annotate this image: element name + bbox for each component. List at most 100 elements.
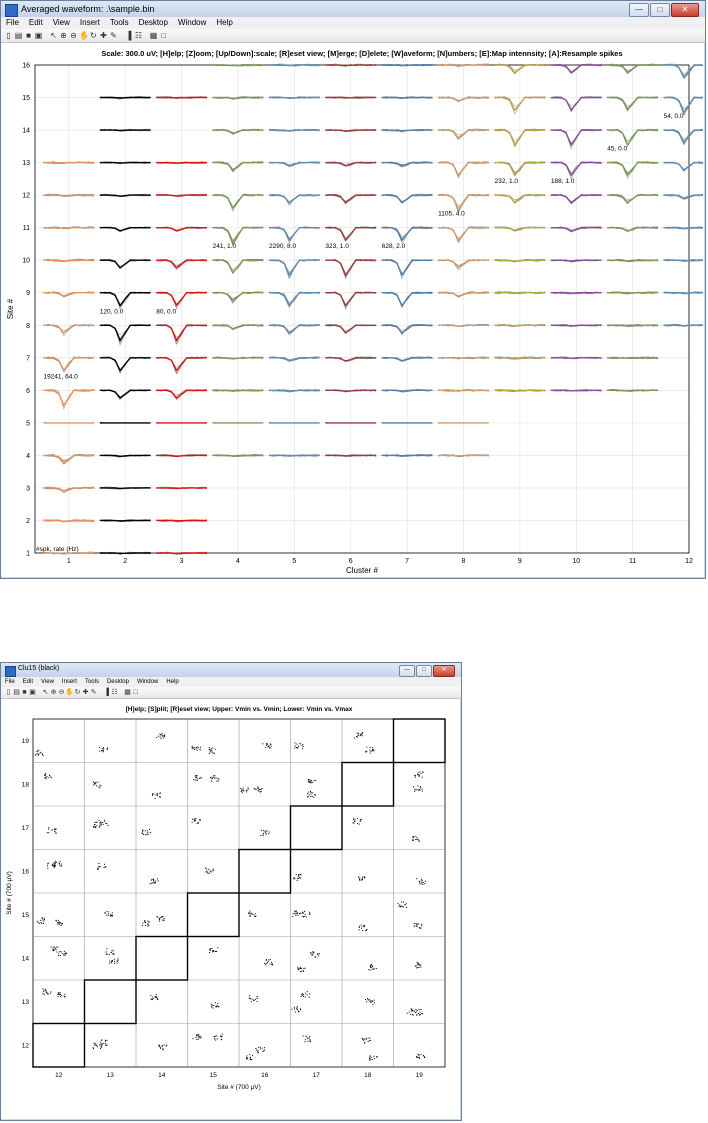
feature-point bbox=[59, 923, 60, 924]
pointer-icon[interactable]: ↖ bbox=[49, 31, 58, 40]
close-button[interactable]: ✕ bbox=[671, 3, 699, 17]
feature-point bbox=[99, 822, 100, 823]
feature-point bbox=[318, 953, 319, 954]
feature-point bbox=[52, 864, 53, 865]
feature-point bbox=[374, 1000, 375, 1001]
feature-point bbox=[354, 821, 355, 822]
feature-point bbox=[45, 773, 46, 774]
feature-point bbox=[36, 751, 37, 752]
feature-point bbox=[157, 998, 158, 999]
menu-view[interactable]: View bbox=[48, 17, 75, 29]
feature-point bbox=[295, 915, 296, 916]
x-tick-label: 13 bbox=[107, 1072, 115, 1079]
menu-insert[interactable]: Insert bbox=[58, 677, 81, 687]
maximize-button[interactable]: □ bbox=[650, 3, 670, 17]
feature-point bbox=[196, 1035, 197, 1036]
maximize-button[interactable]: □ bbox=[416, 665, 432, 677]
menu-desktop[interactable]: Desktop bbox=[134, 17, 173, 29]
feature-point bbox=[420, 786, 421, 787]
menu-window[interactable]: Window bbox=[133, 677, 162, 687]
feature-point bbox=[359, 879, 360, 880]
feature-point bbox=[214, 775, 215, 776]
feature-point bbox=[55, 864, 56, 865]
print-icon[interactable]: ▣ bbox=[28, 688, 37, 697]
menu-tools[interactable]: Tools bbox=[105, 17, 134, 29]
feature-point bbox=[194, 819, 195, 820]
legend-icon[interactable]: ☷ bbox=[110, 688, 119, 697]
y-tick-label: 12 bbox=[22, 193, 30, 200]
feature-point bbox=[159, 796, 160, 797]
mean-waveform bbox=[213, 455, 264, 456]
grid-icon[interactable]: ▦ bbox=[149, 31, 158, 40]
feature-point bbox=[117, 958, 118, 959]
menu-insert[interactable]: Insert bbox=[75, 17, 105, 29]
feature-point bbox=[359, 927, 360, 928]
menu-edit[interactable]: Edit bbox=[19, 677, 37, 687]
feature-point bbox=[95, 1044, 96, 1045]
feature-point bbox=[368, 969, 369, 970]
feature-point bbox=[146, 834, 147, 835]
feature-point bbox=[420, 771, 421, 772]
feature-point bbox=[422, 789, 423, 790]
cluster-annotation: 232, 1.0 bbox=[494, 178, 518, 185]
close-button[interactable]: ✕ bbox=[433, 665, 455, 677]
menu-window[interactable]: Window bbox=[173, 17, 211, 29]
new-file-icon[interactable]: ▯ bbox=[4, 31, 13, 40]
menu-tools[interactable]: Tools bbox=[81, 677, 103, 687]
zoom-out-icon[interactable]: ⊖ bbox=[69, 31, 78, 40]
menu-help[interactable]: Help bbox=[211, 17, 237, 29]
feature-point bbox=[163, 738, 164, 739]
feature-point bbox=[196, 777, 197, 778]
feature-point bbox=[196, 747, 197, 748]
menu-desktop[interactable]: Desktop bbox=[103, 677, 133, 687]
feature-point bbox=[411, 1009, 412, 1010]
menu-edit[interactable]: Edit bbox=[24, 17, 48, 29]
menu-file[interactable]: File bbox=[1, 17, 24, 29]
feature-point bbox=[419, 884, 420, 885]
feature-point bbox=[38, 922, 39, 923]
rotate-icon[interactable]: ↻ bbox=[89, 31, 98, 40]
feature-point bbox=[56, 833, 57, 834]
zoom-in-icon[interactable]: ⊕ bbox=[59, 31, 68, 40]
feature-point bbox=[374, 1058, 375, 1059]
brush-icon[interactable]: ✎ bbox=[89, 688, 98, 697]
feature-point bbox=[419, 1012, 420, 1013]
minimize-button[interactable]: — bbox=[629, 3, 649, 17]
minimize-button[interactable]: — bbox=[399, 665, 415, 677]
feature-point bbox=[250, 914, 251, 915]
feature-point bbox=[61, 923, 62, 924]
feature-point bbox=[416, 1057, 417, 1058]
data-cursor-icon[interactable]: ✚ bbox=[99, 31, 108, 40]
mean-waveform bbox=[100, 488, 151, 489]
feature-point bbox=[265, 964, 266, 965]
feature-point bbox=[362, 732, 363, 733]
brush-icon[interactable]: ✎ bbox=[109, 31, 118, 40]
save-icon[interactable]: ■ bbox=[24, 31, 33, 40]
feature-point bbox=[61, 864, 62, 865]
menu-help[interactable]: Help bbox=[162, 677, 182, 687]
pan-icon[interactable]: ✋ bbox=[79, 31, 88, 40]
print-icon[interactable]: ▣ bbox=[34, 31, 43, 40]
feature-point bbox=[210, 948, 211, 949]
feature-point bbox=[302, 744, 303, 745]
cluster-annotation: 19241, 64.0 bbox=[43, 373, 78, 380]
feature-point bbox=[243, 788, 244, 789]
feature-point bbox=[42, 988, 43, 989]
feature-point bbox=[419, 1058, 420, 1059]
waveform-plot[interactable]: Scale: 300.0 uV; [H]elp; [Z]oom; [Up/Dow… bbox=[1, 43, 703, 576]
menu-file[interactable]: File bbox=[1, 677, 19, 687]
colorbar-icon[interactable]: ▐ bbox=[124, 31, 133, 40]
feature-point bbox=[162, 1048, 163, 1049]
feature-point bbox=[266, 960, 267, 961]
fullscreen-icon[interactable]: □ bbox=[131, 688, 140, 697]
feature-point bbox=[416, 924, 417, 925]
feature-point bbox=[366, 929, 367, 930]
menu-view[interactable]: View bbox=[37, 677, 58, 687]
open-folder-icon[interactable]: ▤ bbox=[14, 31, 23, 40]
feature-scatter-plot[interactable]: [H]elp; [S]plit; [R]eset view; Upper: Vm… bbox=[1, 699, 459, 1118]
fullscreen-icon[interactable]: □ bbox=[159, 31, 168, 40]
feature-point bbox=[166, 1045, 167, 1046]
feature-point bbox=[416, 837, 417, 838]
legend-icon[interactable]: ☷ bbox=[134, 31, 143, 40]
feature-point bbox=[48, 827, 49, 828]
